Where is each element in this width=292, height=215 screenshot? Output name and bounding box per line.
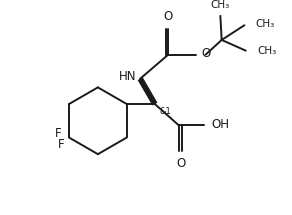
Text: &1: &1 [160, 107, 171, 116]
Text: O: O [176, 157, 185, 170]
Text: F: F [58, 138, 65, 151]
Text: O: O [201, 47, 210, 60]
Text: CH₃: CH₃ [255, 19, 274, 29]
Text: F: F [54, 127, 61, 140]
Text: OH: OH [212, 118, 230, 131]
Text: HN: HN [119, 70, 136, 83]
Text: O: O [164, 10, 173, 23]
Text: CH₃: CH₃ [211, 0, 230, 10]
Text: CH₃: CH₃ [257, 46, 276, 56]
